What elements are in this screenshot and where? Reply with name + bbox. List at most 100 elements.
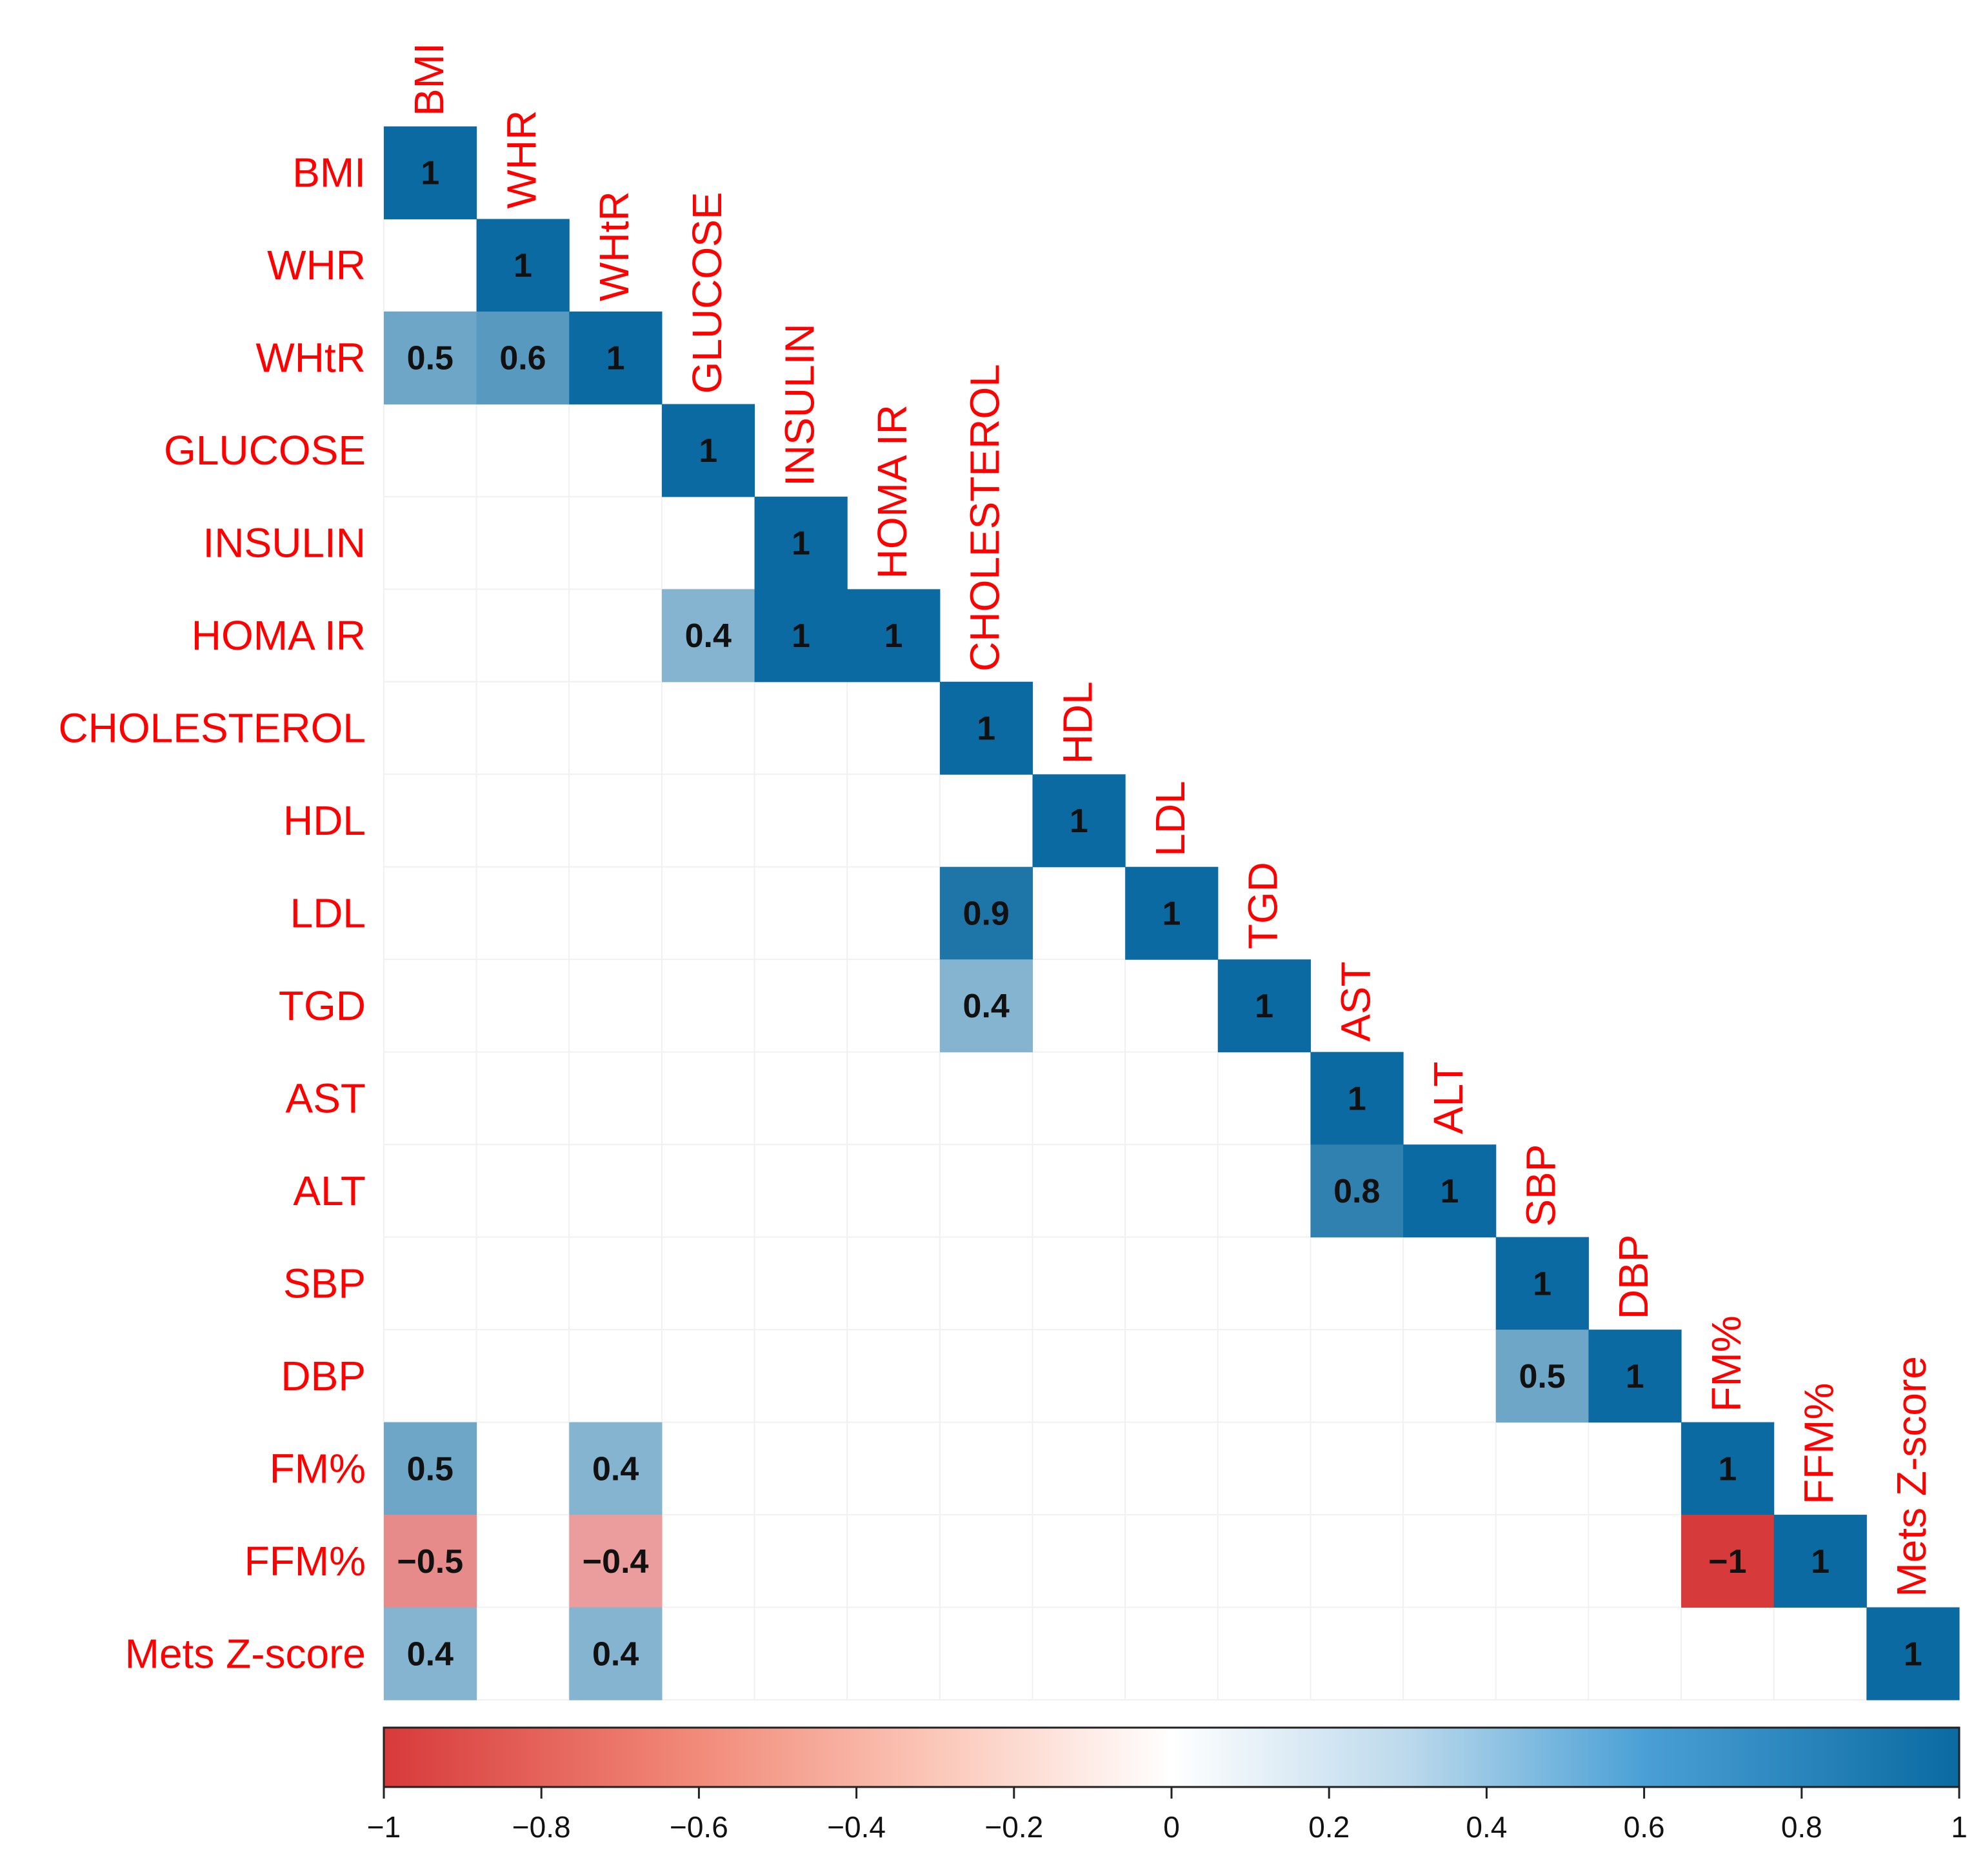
cell-cholesterol-cholesterol xyxy=(939,681,1033,775)
grid-cell xyxy=(939,1421,1033,1516)
cell-mets-z-score-mets-z-score xyxy=(1866,1607,1960,1701)
row-label-mets-z-score: Mets Z-score xyxy=(125,1630,366,1677)
col-label-mets-z-score: Mets Z-score xyxy=(1888,1356,1935,1597)
cell-mets-z-score-bmi xyxy=(384,1607,477,1701)
grid-cell xyxy=(939,1514,1033,1608)
row-label-bmi: BMI xyxy=(292,150,366,196)
grid-cell xyxy=(846,1144,941,1238)
grid-cell xyxy=(661,1606,755,1701)
grid-cell xyxy=(1495,1514,1590,1608)
cell-value-ldl-cholesterol: 0.9 xyxy=(963,895,1010,933)
grid-cell xyxy=(475,1606,570,1701)
grid-cell xyxy=(475,681,570,775)
grid-cell xyxy=(383,218,477,312)
row-label-fmpct: FM% xyxy=(270,1445,366,1492)
cell-value-bmi-bmi: 1 xyxy=(421,155,439,192)
grid-cell xyxy=(1217,1236,1312,1331)
grid-cell xyxy=(475,1421,570,1516)
cell-value-hdl-hdl: 1 xyxy=(1070,803,1088,840)
colorbar-gradient xyxy=(383,1726,1960,1788)
col-label-cholesterol: CHOLESTEROL xyxy=(962,364,1008,672)
grid-cell xyxy=(1773,1606,1868,1701)
grid-cell xyxy=(939,1606,1033,1701)
row-label-homa-ir: HOMA IR xyxy=(192,612,366,659)
grid-cell xyxy=(1032,1051,1126,1146)
grid-cell xyxy=(1217,1329,1312,1423)
colorbar-tick-label: 0 xyxy=(1163,1810,1180,1844)
grid-cell xyxy=(753,1144,848,1238)
cell-ldl-cholesterol xyxy=(939,866,1033,960)
cell-tgd-tgd xyxy=(1217,959,1311,1053)
cell-value-mets-z-score-whtr: 0.4 xyxy=(592,1635,639,1673)
cell-value-insulin-insulin: 1 xyxy=(792,525,810,563)
cell-value-alt-ast: 0.8 xyxy=(1333,1173,1380,1210)
cell-value-sbp-sbp: 1 xyxy=(1533,1265,1551,1302)
colorbar-tick-label: 0.8 xyxy=(1781,1810,1822,1844)
grid-cell xyxy=(1217,1421,1312,1516)
cell-homa-ir-insulin xyxy=(754,589,848,683)
colorbar-tick-label: −0.6 xyxy=(670,1810,728,1844)
cell-homa-ir-glucose xyxy=(661,589,755,683)
grid-cell xyxy=(753,1514,848,1608)
row-label-hdl: HDL xyxy=(283,797,366,844)
grid-cell xyxy=(1310,1421,1404,1516)
cell-fmpct-fmpct xyxy=(1681,1422,1775,1515)
cell-value-ffmpct-ffmpct: 1 xyxy=(1811,1543,1830,1581)
grid-cell xyxy=(661,866,755,961)
grid-cell xyxy=(568,1051,663,1146)
row-label-cholesterol: CHOLESTEROL xyxy=(58,705,366,752)
cell-dbp-dbp xyxy=(1588,1330,1682,1423)
grid-cell xyxy=(568,773,663,868)
grid-cell xyxy=(753,866,848,961)
grid-cell xyxy=(475,1236,570,1331)
col-label-ldl: LDL xyxy=(1147,781,1193,856)
cell-value-whr-whr: 1 xyxy=(514,247,532,284)
grid-cell xyxy=(475,959,570,1053)
grid-cell xyxy=(1032,1329,1126,1423)
grid-cell xyxy=(846,1329,941,1423)
row-label-glucose: GLUCOSE xyxy=(164,427,366,474)
cell-mets-z-score-whtr xyxy=(569,1607,663,1701)
col-label-whr: WHR xyxy=(498,110,544,209)
grid-cell xyxy=(383,403,477,497)
col-label-tgd: TGD xyxy=(1240,862,1286,949)
colorbar-tick-label: 0.4 xyxy=(1466,1810,1507,1844)
grid-cell xyxy=(1588,1514,1682,1608)
grid-cell xyxy=(939,773,1033,868)
col-label-glucose: GLUCOSE xyxy=(684,192,730,394)
grid-cell xyxy=(1032,1606,1126,1701)
row-label-dbp: DBP xyxy=(281,1353,366,1399)
grid-cell xyxy=(753,959,848,1053)
grid-cell xyxy=(661,773,755,868)
cell-glucose-glucose xyxy=(661,404,755,497)
grid-cell xyxy=(1124,1051,1219,1146)
grid-cell xyxy=(661,1236,755,1331)
grid-cell xyxy=(1495,1421,1590,1516)
colorbar-tick-label: −0.4 xyxy=(827,1810,886,1844)
grid-cell xyxy=(753,1329,848,1423)
grid-cell xyxy=(475,1514,570,1608)
column-labels: BMI WHR WHtR GLUCOSE INSULIN HOMA IR CHOLESTER… xyxy=(406,43,1935,1597)
grid-cell xyxy=(1032,1236,1126,1331)
grid-cell xyxy=(1310,1329,1404,1423)
grid-cell xyxy=(568,1329,663,1423)
grid-cell xyxy=(568,1144,663,1238)
grid-cell xyxy=(1124,1421,1219,1516)
cell-ffmpct-fmpct xyxy=(1681,1515,1775,1608)
row-label-whr: WHR xyxy=(267,242,366,288)
grid-cell xyxy=(753,1051,848,1146)
col-label-fmpct: FM% xyxy=(1703,1315,1750,1412)
cell-value-fmpct-bmi: 0.5 xyxy=(407,1450,454,1488)
grid-cell xyxy=(1032,959,1126,1053)
cell-whtr-whtr xyxy=(569,311,663,404)
cell-alt-ast xyxy=(1310,1144,1404,1238)
row-label-whtr: WHtR xyxy=(255,335,366,381)
col-label-whtr: WHtR xyxy=(591,191,637,301)
grid-cell xyxy=(846,1236,941,1331)
grid-cell xyxy=(1310,1606,1404,1701)
col-label-ast: AST xyxy=(1332,961,1379,1041)
grid-cell xyxy=(846,866,941,961)
cell-value-dbp-dbp: 1 xyxy=(1626,1358,1644,1395)
colorbar-tick-label: 1 xyxy=(1951,1810,1968,1844)
